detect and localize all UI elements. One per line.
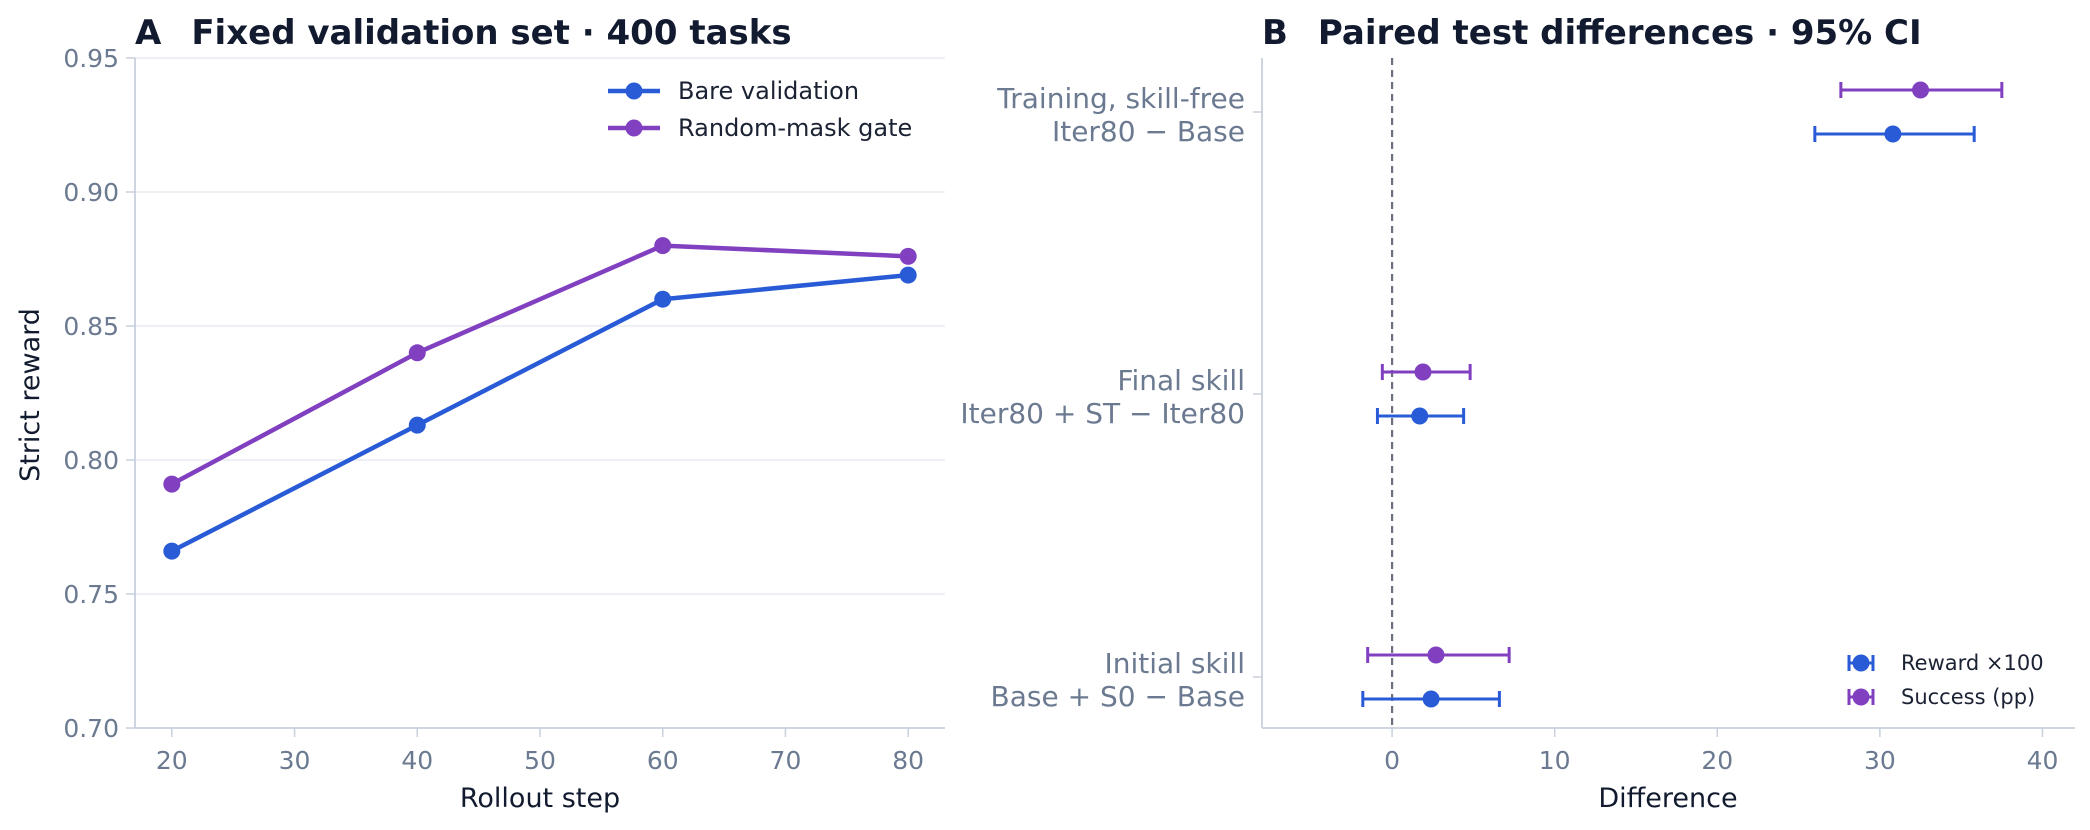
panel-b-x-label: Difference — [1598, 783, 1737, 814]
panel-b-ticks: 0 10 20 30 40 — [1253, 111, 2059, 775]
data-point — [408, 416, 426, 434]
x-tick-label: 20 — [156, 746, 188, 775]
y-tick-label: 0.80 — [63, 446, 119, 475]
panel-b-letter: B — [1262, 13, 1288, 53]
category-label-line1: Final skill — [1117, 364, 1245, 397]
data-point — [899, 266, 917, 284]
panel-b-title: B Paired test differences · 95% CI — [1262, 13, 1922, 53]
legend-label: Bare validation — [678, 77, 859, 105]
x-tick-label: 80 — [892, 746, 924, 775]
x-tick-label: 40 — [2027, 746, 2059, 775]
panel-a-series — [163, 237, 917, 560]
panel-a-legend: Bare validation Random-mask gate — [608, 77, 912, 142]
y-tick-label: 0.70 — [63, 714, 119, 743]
legend-label: Reward ×100 — [1901, 651, 2044, 675]
category-label-line2: Base + S0 − Base — [991, 680, 1245, 713]
data-point — [163, 475, 181, 493]
panel-a-title: A Fixed validation set · 400 tasks — [135, 13, 792, 53]
category-label-line2: Iter80 − Base — [1052, 115, 1245, 148]
legend-marker — [625, 82, 643, 100]
category-label-line2: Iter80 + ST − Iter80 — [960, 397, 1245, 430]
legend-marker — [1852, 654, 1870, 672]
x-tick-label: 20 — [1701, 746, 1733, 775]
category-label-line1: Initial skill — [1104, 647, 1245, 680]
estimate-point — [1427, 646, 1445, 664]
estimate-point — [1414, 363, 1432, 381]
x-tick-label: 50 — [524, 746, 556, 775]
panel-b-series — [1361, 81, 2004, 708]
category-label-line1: Training, skill-free — [996, 82, 1245, 115]
x-tick-label: 30 — [1864, 746, 1896, 775]
series-line-1 — [169, 243, 911, 487]
estimate-point — [1884, 125, 1902, 143]
x-tick-label: 0 — [1384, 746, 1400, 775]
y-tick-label: 0.85 — [63, 312, 119, 341]
x-tick-label: 30 — [279, 746, 311, 775]
panel-a-x-label: Rollout step — [460, 783, 620, 814]
data-point — [899, 247, 917, 265]
data-point — [654, 237, 672, 255]
legend-label: Random-mask gate — [678, 114, 912, 142]
y-tick-label: 0.95 — [63, 44, 119, 73]
data-point — [654, 290, 672, 308]
panel-b-legend: Reward ×100 Success (pp) — [1847, 651, 2044, 709]
panel-a-title-text: Fixed validation set · 400 tasks — [191, 13, 791, 53]
legend-marker — [1852, 688, 1870, 706]
estimate-point — [1422, 690, 1440, 708]
estimate-point — [1912, 81, 1930, 99]
x-tick-label: 10 — [1539, 746, 1571, 775]
legend-label: Success (pp) — [1901, 685, 2035, 709]
panel-b-axes — [1261, 58, 2075, 729]
x-tick-label: 60 — [647, 746, 679, 775]
panel-a-letter: A — [135, 13, 162, 53]
panel-b-title-text: Paired test differences · 95% CI — [1318, 13, 1922, 53]
x-tick-label: 70 — [770, 746, 802, 775]
series-line-0 — [169, 272, 911, 554]
panel-b: B Paired test differences · 95% CI 0 10 20 3… — [960, 13, 2075, 814]
data-point — [163, 542, 181, 560]
panel-a-axes — [134, 58, 945, 729]
panel-a: A Fixed validation set · 400 tasks 0.700.… — [15, 13, 945, 814]
panel-a-y-label: Strict reward — [15, 308, 46, 482]
data-point — [408, 344, 426, 362]
x-tick-label: 40 — [401, 746, 433, 775]
panel-a-ticks: 0.70 0.75 0.80 0.85 0.90 0.95 20 30 40 50 60 70 80 — [63, 44, 924, 775]
panel-a-gridlines — [135, 57, 945, 595]
y-tick-label: 0.90 — [63, 178, 119, 207]
legend-marker — [625, 119, 643, 137]
estimate-point — [1411, 407, 1429, 425]
y-tick-label: 0.75 — [63, 580, 119, 609]
